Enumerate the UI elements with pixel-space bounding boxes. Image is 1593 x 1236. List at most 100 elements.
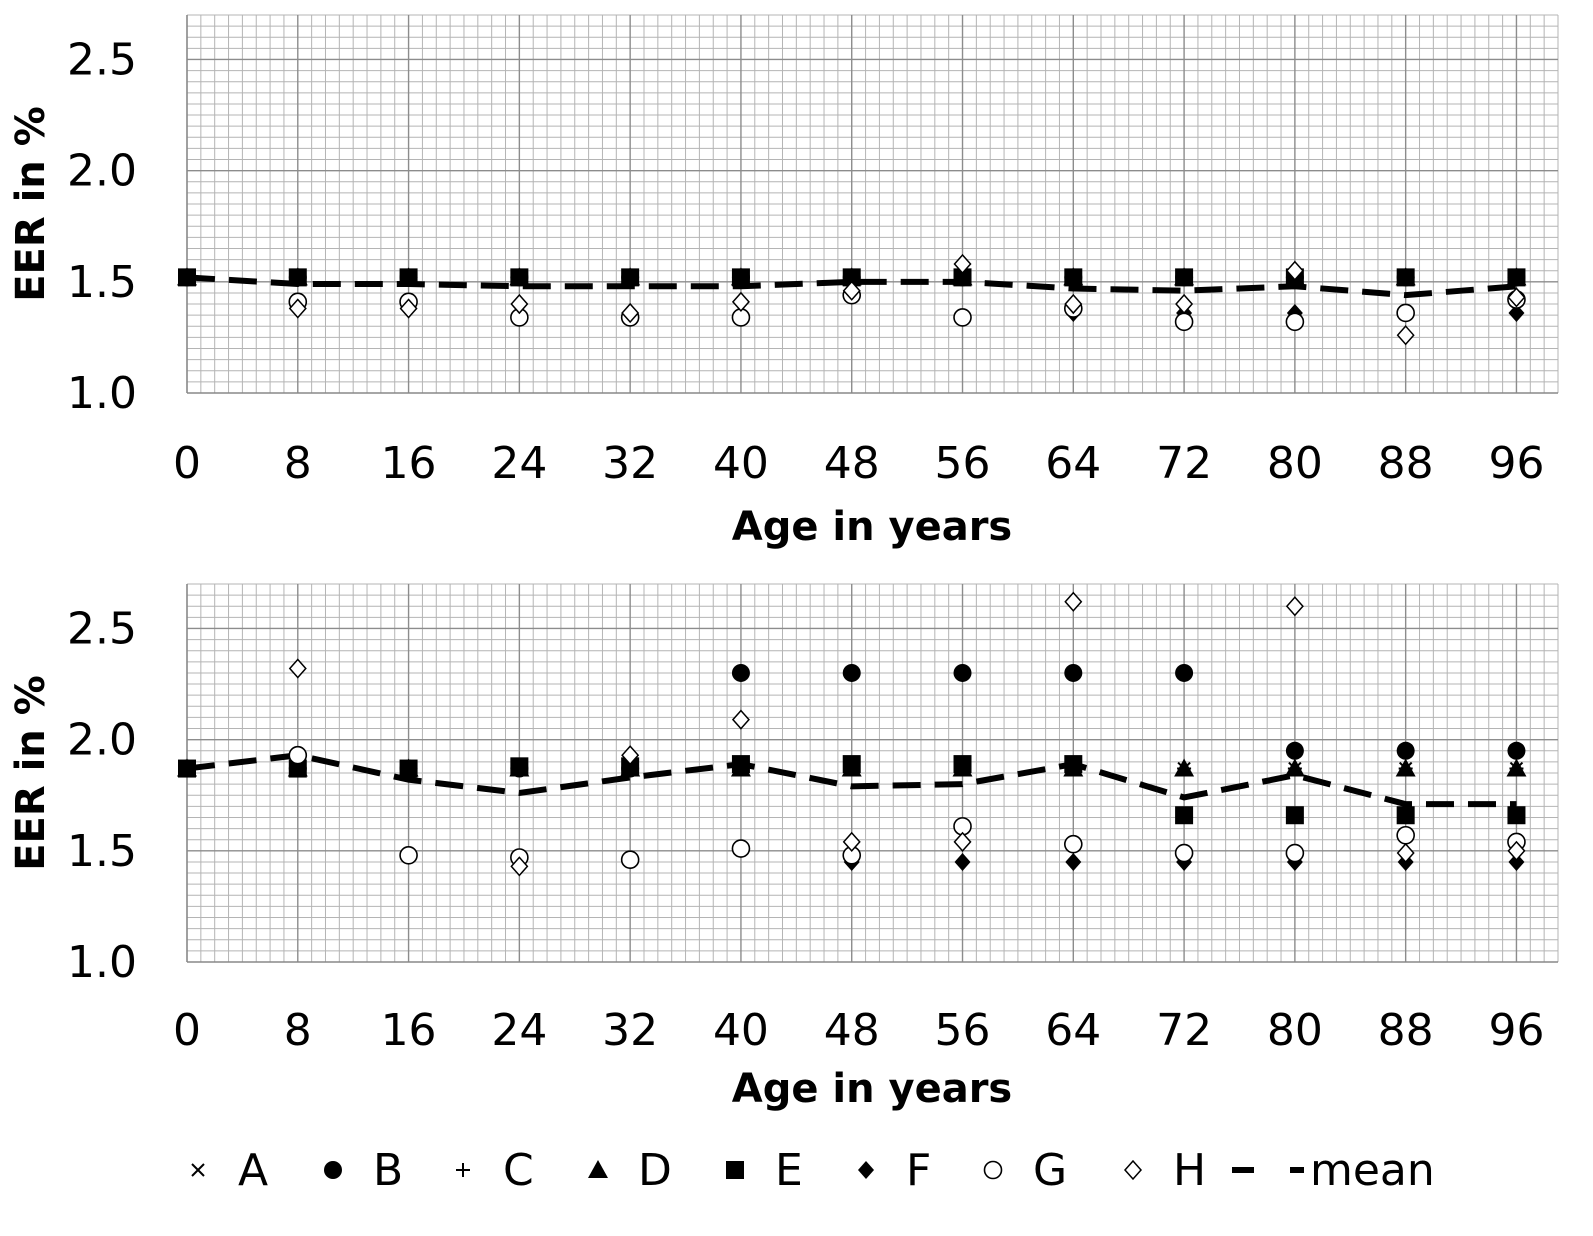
bottom-chart: EER in % Age in years 0 8 16 24 32 40 48 56 64 72… [8, 583, 1559, 1112]
point-E [1396, 806, 1415, 825]
x-tick-label: 48 [824, 1005, 880, 1056]
legend-label: A [238, 1145, 268, 1196]
point-B [178, 268, 196, 287]
legend-label: G [1033, 1145, 1067, 1196]
point-B [953, 663, 972, 682]
y-tick-label: 2.0 [67, 715, 137, 766]
point-E [1507, 806, 1526, 825]
series-B [178, 663, 1526, 778]
legend-marker-E [726, 1161, 744, 1179]
x-tick-label: 40 [713, 1005, 769, 1056]
point-B [731, 268, 750, 287]
point-G [1064, 834, 1083, 854]
point-G [288, 745, 308, 765]
point-B [510, 759, 529, 778]
point-G [1285, 312, 1305, 332]
x-tick-label: 48 [824, 438, 880, 489]
point-H [953, 253, 972, 275]
legend-marker-F [858, 1161, 874, 1179]
legend-item-B: B [324, 1145, 403, 1196]
legend-marker-G [983, 1160, 1003, 1180]
y-tick-label: 2.5 [67, 34, 137, 85]
point-B [1064, 663, 1083, 682]
y-axis-label-top: EER in % [8, 106, 54, 302]
point-F [1065, 852, 1082, 871]
x-tick-label: 40 [713, 438, 769, 489]
x-axis-label-top: Age in years [732, 504, 1013, 550]
point-B [1175, 268, 1194, 287]
x-tick-label: 96 [1488, 438, 1544, 489]
point-E [1175, 806, 1194, 825]
legend-marker-H [1123, 1159, 1143, 1181]
point-B [621, 268, 640, 287]
point-H [1396, 842, 1415, 864]
y-tick-label: 2.0 [67, 146, 137, 197]
legend-item-C: C [456, 1145, 534, 1196]
point-H [1507, 840, 1526, 861]
point-F [1508, 852, 1525, 871]
point-H [621, 302, 640, 324]
point-B [1285, 741, 1304, 760]
y-tick-label: 1.5 [67, 257, 137, 308]
legend-label: B [373, 1145, 403, 1196]
x-tick-label: 24 [491, 438, 547, 489]
x-tick-label: 16 [381, 1005, 437, 1056]
point-B [1396, 268, 1415, 287]
point-E [1285, 806, 1304, 825]
top-chart: EER in % Age in years 0 8 16 24 32 40 48 56 64 72… [8, 14, 1559, 550]
y-tick-label: 2.5 [67, 603, 137, 654]
point-B [1064, 268, 1083, 287]
x-tick-label: 56 [935, 438, 991, 489]
point-B [399, 268, 418, 287]
point-H [288, 658, 307, 679]
legend-label: D [638, 1145, 672, 1196]
point-H [510, 293, 529, 315]
legend-item-G: G [983, 1145, 1067, 1196]
point-B [510, 268, 529, 287]
point-H [1064, 293, 1083, 315]
legend-item-mean: mean [1232, 1145, 1435, 1196]
x-tick-label: 16 [381, 438, 437, 489]
point-H [1175, 293, 1194, 315]
x-tick-label: 88 [1378, 438, 1434, 489]
point-C [844, 761, 859, 776]
legend-item-F: F [858, 1145, 931, 1196]
y-tick-label: 1.5 [67, 826, 137, 877]
y-tick-label: 1.0 [67, 368, 137, 419]
point-G [1396, 303, 1415, 323]
legend-marker-D [588, 1160, 608, 1178]
point-B [731, 663, 750, 682]
x-tick-label: 8 [284, 438, 312, 489]
legend-marker-B [324, 1161, 342, 1179]
x-tick-label: 8 [284, 1005, 312, 1056]
point-H [288, 298, 307, 319]
point-B [1175, 663, 1194, 682]
legend-item-D: D [588, 1145, 672, 1196]
x-tick-label: 32 [602, 1005, 658, 1056]
point-C [733, 761, 748, 776]
point-B [842, 268, 861, 287]
legend-label: F [906, 1145, 931, 1196]
point-G [1285, 843, 1305, 863]
x-tick-label: 96 [1488, 1005, 1544, 1056]
legend-label: E [775, 1145, 803, 1196]
grid [187, 14, 1559, 393]
point-B [1507, 741, 1526, 760]
point-C [1398, 761, 1413, 776]
point-H [731, 291, 750, 312]
point-G [1174, 843, 1194, 863]
point-B [842, 663, 861, 682]
x-tick-label: 32 [602, 438, 658, 489]
point-B [621, 759, 640, 778]
point-C [1177, 761, 1192, 776]
x-tick-label: 88 [1378, 1005, 1434, 1056]
x-tick-label: 24 [491, 1005, 547, 1056]
x-axis-label-bottom: Age in years [732, 1066, 1013, 1112]
x-tick-label: 56 [935, 1005, 991, 1056]
point-H [1285, 260, 1304, 281]
point-B [399, 759, 418, 778]
point-F [954, 852, 971, 871]
point-G [620, 850, 640, 870]
series-B [178, 268, 1526, 287]
